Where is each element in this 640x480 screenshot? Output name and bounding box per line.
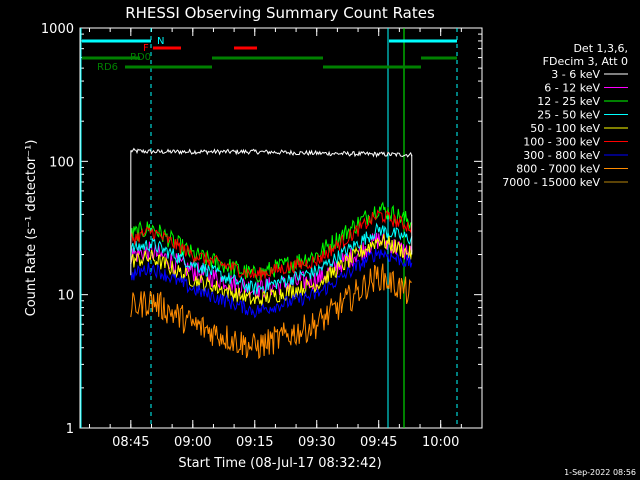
y-tick-label: 10 <box>57 289 74 304</box>
legend-label: 3 - 6 keV <box>551 68 600 81</box>
x-axis-label: Start Time (08-Jul-17 08:32:42) <box>178 456 381 471</box>
x-tick-label: 10:00 <box>422 435 459 450</box>
legend-label: 100 - 300 keV <box>523 136 600 149</box>
flag-label: RD0 <box>130 52 151 63</box>
chart-title: RHESSI Observing Summary Count Rates <box>125 4 435 22</box>
flag-label: N <box>157 36 164 47</box>
legend-label: 7000 - 15000 keV <box>502 176 600 189</box>
x-tick-label: 09:00 <box>174 435 211 450</box>
x-tick-label: 08:45 <box>112 435 149 450</box>
x-tick-label: 09:15 <box>236 435 273 450</box>
legend-label: 800 - 7000 keV <box>516 163 600 176</box>
y-tick-label: 100 <box>49 155 74 170</box>
plot-frame <box>79 27 483 429</box>
legend-header: Det 1,3,6, <box>573 42 628 55</box>
y-axis-label: Count Rate (s⁻¹ detector⁻¹) <box>24 140 39 317</box>
x-tick-label: 09:30 <box>298 435 335 450</box>
series-line <box>130 234 413 307</box>
legend-label: 50 - 100 keV <box>530 122 600 135</box>
legend-header: FDecim 3, Att 0 <box>543 55 628 68</box>
y-tick-label: 1000 <box>41 22 74 37</box>
datestamp: 1-Sep-2022 08:56 <box>564 468 636 477</box>
series-lines <box>130 147 413 360</box>
y-tick-label: 1 <box>66 422 74 437</box>
legend-label: 300 - 800 keV <box>523 149 600 162</box>
series-line <box>130 248 413 319</box>
legend-label: 12 - 25 keV <box>537 95 600 108</box>
legend-label: 6 - 12 keV <box>544 82 600 95</box>
series-line <box>130 222 413 295</box>
flag-label: F <box>143 43 149 54</box>
flag-label: RD6 <box>97 62 118 73</box>
legend-label: 25 - 50 keV <box>537 109 600 122</box>
plot-axes: 1 10 100 1000 08:45 09:00 09:15 09:30 09:45 10:00 <box>41 22 483 450</box>
series-line <box>130 263 412 360</box>
series-line <box>130 209 413 281</box>
series-line <box>130 147 413 158</box>
x-tick-label: 09:45 <box>360 435 397 450</box>
